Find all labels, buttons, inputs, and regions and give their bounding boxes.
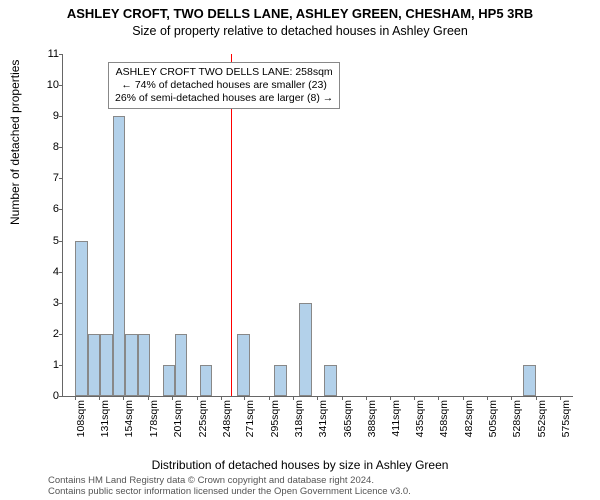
x-tick-label: 271sqm xyxy=(244,400,248,437)
histogram-bar xyxy=(200,365,212,396)
histogram-bar xyxy=(274,365,286,396)
x-tick-label: 365sqm xyxy=(342,400,346,437)
annotation-line: ASHLEY CROFT TWO DELLS LANE: 258sqm xyxy=(115,66,333,79)
y-tick-label: 5 xyxy=(33,235,59,247)
x-tick-label: 295sqm xyxy=(269,400,273,437)
x-tick-label: 131sqm xyxy=(99,400,103,437)
y-tick-label: 10 xyxy=(33,79,59,91)
histogram-bar xyxy=(100,334,112,396)
y-tick-mark xyxy=(59,178,63,179)
attribution-footer: Contains HM Land Registry data © Crown c… xyxy=(48,476,411,498)
annotation-box: ASHLEY CROFT TWO DELLS LANE: 258sqm← 74%… xyxy=(108,62,340,109)
histogram-bar xyxy=(113,116,125,396)
annotation-line: 26% of semi-detached houses are larger (… xyxy=(115,92,333,105)
y-tick-label: 11 xyxy=(33,48,59,60)
y-tick-mark xyxy=(59,54,63,55)
x-tick-label: 528sqm xyxy=(511,400,515,437)
y-tick-mark xyxy=(59,303,63,304)
y-tick-label: 4 xyxy=(33,266,59,278)
footer-line: Contains public sector information licen… xyxy=(48,487,411,498)
y-tick-label: 7 xyxy=(33,172,59,184)
chart-container: ASHLEY CROFT, TWO DELLS LANE, ASHLEY GRE… xyxy=(0,0,600,500)
x-tick-label: 552sqm xyxy=(536,400,540,437)
chart-title: ASHLEY CROFT, TWO DELLS LANE, ASHLEY GRE… xyxy=(0,0,600,22)
y-tick-mark xyxy=(59,85,63,86)
plot-area: 01234567891011108sqm131sqm154sqm178sqm20… xyxy=(62,54,573,397)
x-tick-label: 482sqm xyxy=(463,400,467,437)
y-tick-label: 8 xyxy=(33,141,59,153)
x-tick-label: 225sqm xyxy=(197,400,201,437)
y-tick-label: 0 xyxy=(33,390,59,402)
x-tick-label: 411sqm xyxy=(390,400,394,437)
y-tick-mark xyxy=(59,241,63,242)
x-tick-label: 248sqm xyxy=(221,400,225,437)
histogram-bar xyxy=(237,334,249,396)
x-tick-label: 341sqm xyxy=(317,400,321,437)
y-tick-mark xyxy=(59,147,63,148)
histogram-bar xyxy=(163,365,175,396)
y-tick-mark xyxy=(59,209,63,210)
y-axis-label: Number of detached properties xyxy=(8,60,22,225)
annotation-line: ← 74% of detached houses are smaller (23… xyxy=(115,79,333,92)
y-tick-label: 3 xyxy=(33,297,59,309)
y-tick-mark xyxy=(59,272,63,273)
y-tick-label: 1 xyxy=(33,359,59,371)
y-tick-label: 2 xyxy=(33,328,59,340)
x-tick-label: 575sqm xyxy=(560,400,564,437)
y-tick-mark xyxy=(59,396,63,397)
x-tick-label: 388sqm xyxy=(366,400,370,437)
x-tick-label: 178sqm xyxy=(148,400,152,437)
histogram-bar xyxy=(125,334,137,396)
x-tick-label: 458sqm xyxy=(438,400,442,437)
histogram-bar xyxy=(175,334,187,396)
chart-subtitle: Size of property relative to detached ho… xyxy=(0,22,600,38)
x-tick-label: 505sqm xyxy=(487,400,491,437)
histogram-bar xyxy=(523,365,535,396)
x-axis-label: Distribution of detached houses by size … xyxy=(0,458,600,472)
histogram-bar xyxy=(299,303,311,396)
y-tick-label: 9 xyxy=(33,110,59,122)
x-tick-label: 318sqm xyxy=(293,400,297,437)
x-tick-label: 435sqm xyxy=(414,400,418,437)
y-tick-label: 6 xyxy=(33,203,59,215)
x-tick-label: 154sqm xyxy=(123,400,127,437)
histogram-bar xyxy=(324,365,336,396)
y-tick-mark xyxy=(59,334,63,335)
histogram-bar xyxy=(75,241,87,396)
x-tick-label: 108sqm xyxy=(75,400,79,437)
y-tick-mark xyxy=(59,365,63,366)
histogram-bar xyxy=(138,334,150,396)
y-tick-mark xyxy=(59,116,63,117)
x-tick-label: 201sqm xyxy=(172,400,176,437)
histogram-bar xyxy=(88,334,100,396)
